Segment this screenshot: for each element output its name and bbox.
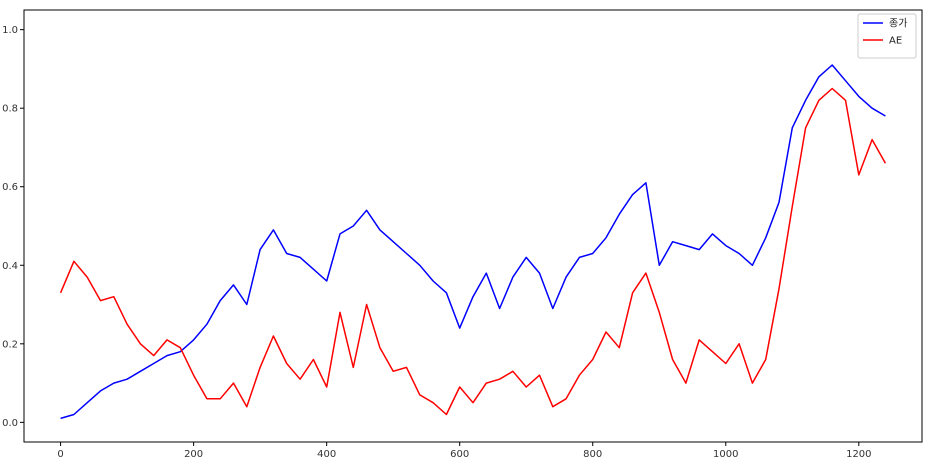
series-line-1: [59, 87, 887, 416]
x-tick-label: 1200: [846, 449, 871, 460]
legend-box: [857, 13, 917, 59]
y-tick-label: 0.0: [2, 418, 18, 429]
plot-area: [24, 10, 922, 442]
x-tick-label: 1000: [713, 449, 738, 460]
series-layer: [59, 64, 887, 420]
legend-label: 종가: [889, 18, 907, 30]
series-line-0: [60, 64, 886, 420]
y-tick-label: 0.4: [2, 261, 18, 272]
legend: 종가 AE: [857, 13, 917, 59]
x-tick-label: 600: [450, 449, 469, 460]
plot-frame: [23, 9, 923, 443]
y-tick-label: 0.8: [2, 104, 18, 115]
y-axis: 0.0 0.2 0.4 0.6 0.8 1.0: [2, 25, 24, 429]
x-tick-label: 800: [583, 449, 602, 460]
y-tick-label: 0.6: [2, 182, 18, 193]
x-tick-label: 400: [317, 449, 336, 460]
y-tick-label: 1.0: [2, 25, 18, 36]
y-tick-label: 0.2: [2, 339, 18, 350]
legend-label: AE: [889, 36, 902, 47]
x-tick-label: 0: [57, 449, 63, 460]
x-tick-label: 200: [184, 449, 203, 460]
x-axis: 0 200 400 600 800 1000 1200: [57, 442, 872, 460]
